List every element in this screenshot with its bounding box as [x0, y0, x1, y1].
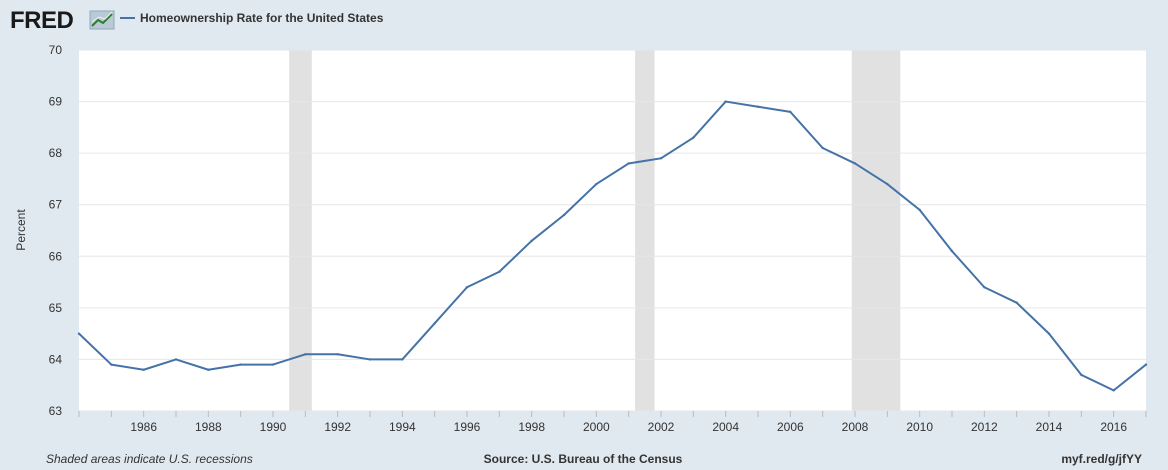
- data-point: [692, 136, 695, 139]
- x-tick-label: 1998: [518, 420, 545, 434]
- x-tick-label: 2006: [777, 420, 804, 434]
- short-link[interactable]: myf.red/g/jfYY: [1061, 452, 1142, 466]
- y-tick-label: 65: [49, 301, 63, 315]
- y-axis-label: Percent: [14, 209, 28, 251]
- data-point: [174, 358, 178, 361]
- data-point: [110, 363, 113, 366]
- legend: Homeownership Rate for the United States: [120, 11, 384, 25]
- data-point: [1015, 301, 1018, 304]
- x-tick-label: 2016: [1100, 420, 1127, 434]
- series-line-homeownership-rate: [78, 100, 1147, 392]
- y-tick-label: 68: [49, 146, 63, 160]
- data-point: [239, 363, 242, 366]
- data-point: [950, 249, 954, 253]
- series-points: [77, 100, 1148, 392]
- data-point: [886, 182, 889, 186]
- fred-logo[interactable]: FRED: [10, 7, 115, 34]
- data-point: [368, 358, 372, 361]
- x-tick-label: 1992: [324, 420, 351, 434]
- data-point: [1144, 363, 1148, 366]
- plot-area: [79, 50, 1146, 411]
- x-tick-label: 1988: [195, 420, 222, 434]
- recession-bands: [289, 50, 901, 411]
- data-point: [595, 182, 598, 186]
- data-point: [77, 332, 81, 335]
- y-axis-tick-labels: 63 64 65 66 67 68 69 70: [49, 43, 63, 418]
- data-point: [433, 322, 436, 325]
- data-point: [530, 239, 533, 243]
- x-tick-label: 1990: [260, 420, 287, 434]
- data-point: [304, 353, 307, 356]
- data-point: [562, 213, 566, 217]
- data-point: [1047, 332, 1051, 335]
- x-tick-label: 2014: [1036, 420, 1063, 434]
- data-point: [853, 162, 857, 165]
- x-axis-ticks: [78, 411, 1147, 417]
- legend-label: Homeownership Rate for the United States: [140, 11, 384, 25]
- x-tick-label: 2010: [906, 420, 933, 434]
- x-tick-label: 1994: [389, 420, 416, 434]
- fred-graph-icon: [89, 10, 115, 30]
- y-tick-label: 64: [49, 352, 63, 366]
- y-tick-label: 67: [49, 198, 63, 212]
- y-tick-label: 69: [49, 95, 63, 109]
- data-point: [756, 105, 760, 108]
- y-tick-label: 66: [49, 249, 63, 263]
- data-point: [465, 286, 469, 289]
- x-tick-label: 1996: [454, 420, 481, 434]
- x-axis-tick-labels: 1986 1988 1990 1992 1994 1996 1998 2000 2002 2004…: [130, 420, 1127, 434]
- data-point: [1112, 389, 1115, 392]
- x-tick-label: 2008: [842, 420, 869, 434]
- data-point: [1080, 373, 1083, 377]
- data-point: [918, 208, 921, 212]
- data-point: [336, 353, 339, 356]
- data-point: [659, 157, 663, 160]
- data-point: [498, 270, 501, 273]
- data-point: [627, 162, 630, 165]
- y-tick-label: 70: [49, 43, 63, 57]
- x-tick-label: 2012: [971, 420, 998, 434]
- data-point: [821, 146, 824, 150]
- recession-band: [289, 50, 312, 411]
- data-point: [401, 358, 404, 361]
- recession-band: [851, 50, 901, 411]
- x-tick-label: 1986: [130, 420, 157, 434]
- data-point: [983, 286, 986, 289]
- data-point: [142, 368, 145, 371]
- fred-logo-text: FRED: [10, 7, 74, 34]
- y-tick-label: 63: [49, 404, 63, 418]
- recession-band: [635, 50, 655, 411]
- data-point: [207, 368, 210, 371]
- grid-lines: [79, 49, 1146, 412]
- x-tick-label: 2004: [712, 420, 739, 434]
- x-tick-label: 2000: [583, 420, 610, 434]
- recession-note: Shaded areas indicate U.S. recessions: [46, 452, 253, 466]
- data-point: [724, 100, 727, 103]
- x-tick-label: 2002: [648, 420, 675, 434]
- data-point: [271, 363, 275, 366]
- data-point: [789, 110, 792, 114]
- source-note: Source: U.S. Bureau of the Census: [484, 452, 683, 466]
